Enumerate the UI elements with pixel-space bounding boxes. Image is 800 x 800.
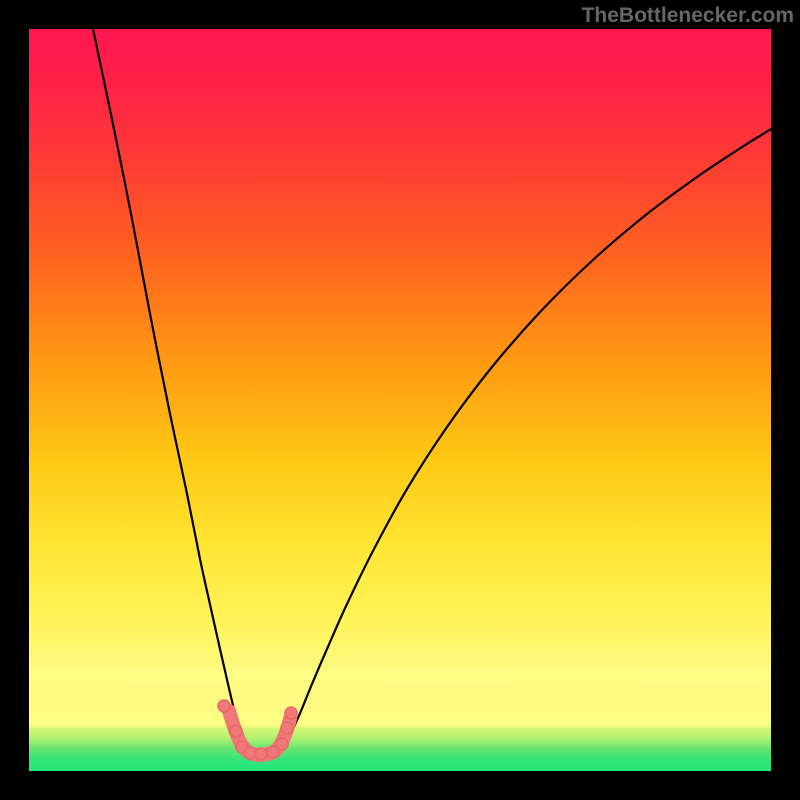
trough-dot [218, 700, 230, 712]
plot-area [29, 29, 771, 771]
trough-dot [244, 747, 256, 759]
trough-dot [255, 748, 267, 760]
trough-dot [281, 722, 293, 734]
frame-right [771, 0, 800, 800]
frame-bottom [0, 771, 800, 800]
trough-dot [285, 707, 297, 719]
trough-dot [276, 738, 288, 750]
watermark-text: TheBottlenecker.com [582, 4, 794, 28]
plot-svg [29, 29, 771, 771]
gradient-background [29, 29, 771, 771]
trough-dot [230, 725, 242, 737]
frame-left [0, 0, 29, 800]
